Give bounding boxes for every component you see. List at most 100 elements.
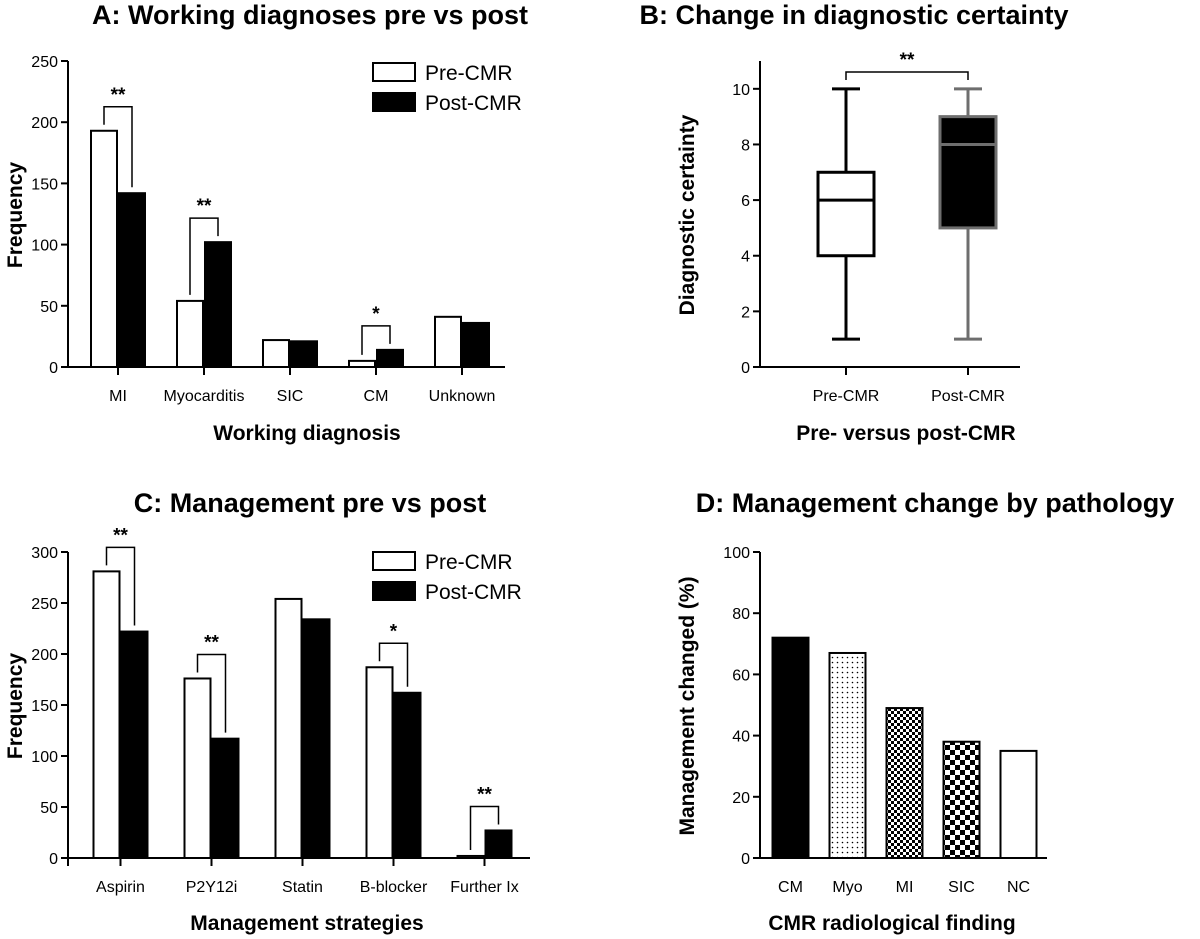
panel-d-category-label: Myo xyxy=(832,879,862,896)
panel-d-ylabel: Management changed (%) xyxy=(676,576,699,835)
panel-a-ytick-label: 250 xyxy=(31,54,58,71)
panel-c-significance-bracket xyxy=(105,546,136,626)
panel-c-bar-post xyxy=(211,737,240,859)
panel-b-ytick-label: 10 xyxy=(732,82,750,99)
panel-d-plot: 0 20 40 60 80 100 CM Myo MI SIC NC xyxy=(723,545,1047,896)
panel-d-bar xyxy=(771,636,810,859)
panel-c-significance-bracket xyxy=(378,642,409,687)
panel-b-category-label: Post-CMR xyxy=(931,388,1005,405)
panel-c-significance-label: ** xyxy=(113,525,128,546)
panel-c-ytick-label: 150 xyxy=(31,698,58,715)
panel-c-bar-post xyxy=(393,691,422,860)
panel-d-ytick-label: 60 xyxy=(732,667,750,684)
panel-d-bar xyxy=(942,740,981,859)
panel-a-category-label: Myocarditis xyxy=(164,388,245,405)
panel-c-significance-label: * xyxy=(390,621,398,642)
panel-a-ytick-label: 0 xyxy=(49,360,58,377)
panel-a-bar-post xyxy=(462,321,490,369)
panel-a-xlabel: Working diagnosis xyxy=(213,422,400,445)
panel-a-significance-bracket xyxy=(103,106,133,188)
panel-b-plot: 0 2 4 6 8 10 Pre-CMR Post-CMR ** xyxy=(732,50,1020,405)
panel-c-xlabel: Management strategies xyxy=(190,912,423,935)
panel-c-bar-pre xyxy=(274,597,303,859)
panel-b-box xyxy=(816,170,876,258)
panel-b-ylabel: Diagnostic certainty xyxy=(676,114,699,315)
panel-d-ytick-label: 80 xyxy=(732,606,750,623)
panel-c-plot: 0 50 100 150 200 250 300 Aspirin ** P2Y12i ** Stati… xyxy=(31,525,530,896)
panel-a-legend-swatch xyxy=(372,62,416,82)
panel-b-ytick-label: 6 xyxy=(741,193,750,210)
panel-c-category-label: B-blocker xyxy=(360,879,428,896)
panel-b-significance-bracket xyxy=(845,71,969,80)
panel-b-title: B: Change in diagnostic certainty xyxy=(639,0,1068,30)
panel-d-bar xyxy=(885,707,924,859)
panel-c-bar-pre xyxy=(183,677,212,859)
panel-a-ytick-label: 100 xyxy=(31,238,58,255)
panel-a-legend-label: Pre-CMR xyxy=(425,62,513,85)
panel-c-bar-pre xyxy=(365,666,394,860)
panel-a-bar-pre xyxy=(176,299,204,368)
panel-c-bar-post xyxy=(120,630,149,859)
panel-c-ytick-label: 50 xyxy=(40,800,58,817)
panel-a-bar-pre xyxy=(90,129,118,368)
panel-a-title: A: Working diagnoses pre vs post xyxy=(92,0,528,30)
panel-a-plot: 0 50 100 150 200 250 MI ** Myocarditis ** SIC CM * Un… xyxy=(31,54,522,405)
panel-c-significance-bracket xyxy=(196,653,227,733)
panel-d-xlabel: CMR radiological finding xyxy=(768,912,1015,935)
panel-a-bar-post xyxy=(118,192,146,368)
panel-a-significance-label: ** xyxy=(111,85,126,106)
panel-c-bar-post xyxy=(484,829,513,860)
panel-a-bar-post xyxy=(290,340,318,368)
panel-c-legend-label: Post-CMR xyxy=(425,581,522,604)
panel-b-ytick-label: 0 xyxy=(741,360,750,377)
panel-a-legend-swatch xyxy=(372,92,416,112)
panel-d-ytick-label: 40 xyxy=(732,729,750,746)
panel-c-bar-pre xyxy=(456,854,485,860)
panel-c-title: C: Management pre vs post xyxy=(134,488,487,518)
panel-a-category-label: Unknown xyxy=(429,388,496,405)
panel-a-category-label: MI xyxy=(109,388,127,405)
panel-b-xlabel: Pre- versus post-CMR xyxy=(796,422,1015,445)
panel-d-category-label: NC xyxy=(1007,879,1030,896)
panel-a-bar-post xyxy=(376,348,404,369)
panel-c-legend-label: Pre-CMR xyxy=(425,551,513,574)
panel-a-bar-pre xyxy=(348,359,376,369)
panel-b-ytick-label: 4 xyxy=(741,249,750,266)
panel-a-ytick-label: 200 xyxy=(31,115,58,132)
panel-c-ytick-label: 0 xyxy=(49,851,58,868)
panel-c-ytick-label: 200 xyxy=(31,647,58,664)
panel-a-significance-label: * xyxy=(372,304,380,325)
panel-b-significance-label: ** xyxy=(900,50,915,71)
panel-c-ytick-label: 300 xyxy=(31,545,58,562)
panel-d-ytick-label: 0 xyxy=(741,851,750,868)
panel-d-category-label: MI xyxy=(896,879,914,896)
panel-c-ylabel: Frequency xyxy=(4,653,27,760)
panel-a-category-label: SIC xyxy=(277,388,304,405)
panel-a-legend-label: Post-CMR xyxy=(425,92,522,115)
panel-a-significance-bracket xyxy=(189,217,219,295)
panel-a-significance-label: ** xyxy=(197,196,212,217)
panel-c-significance-label: ** xyxy=(204,632,219,653)
panel-c-category-label: Aspirin xyxy=(96,879,145,896)
panel-c-ytick-label: 250 xyxy=(31,596,58,613)
panel-a-bar-pre xyxy=(434,315,462,369)
panel-a-bar-post xyxy=(204,241,232,368)
panel-b-category-label: Pre-CMR xyxy=(813,388,880,405)
panel-c-legend-swatch xyxy=(372,551,416,571)
panel-c-ytick-label: 100 xyxy=(31,749,58,766)
panel-c-category-label: Further Ix xyxy=(450,879,518,896)
panel-c-significance-bracket xyxy=(469,805,500,850)
panel-d-category-label: SIC xyxy=(948,879,975,896)
panel-c-legend-swatch xyxy=(372,581,416,601)
panel-a-ylabel: Frequency xyxy=(4,162,27,269)
panel-c-category-label: P2Y12i xyxy=(186,879,238,896)
panel-d-category-label: CM xyxy=(778,879,803,896)
panel-b-box xyxy=(938,115,998,230)
panel-d-bar xyxy=(828,651,867,859)
panel-c-significance-label: ** xyxy=(477,784,492,805)
panel-c-category-label: Statin xyxy=(282,879,323,896)
panel-c-bar-post xyxy=(302,618,331,859)
panel-d-title: D: Management change by pathology xyxy=(696,488,1175,518)
panel-d-ytick-label: 100 xyxy=(723,545,750,562)
